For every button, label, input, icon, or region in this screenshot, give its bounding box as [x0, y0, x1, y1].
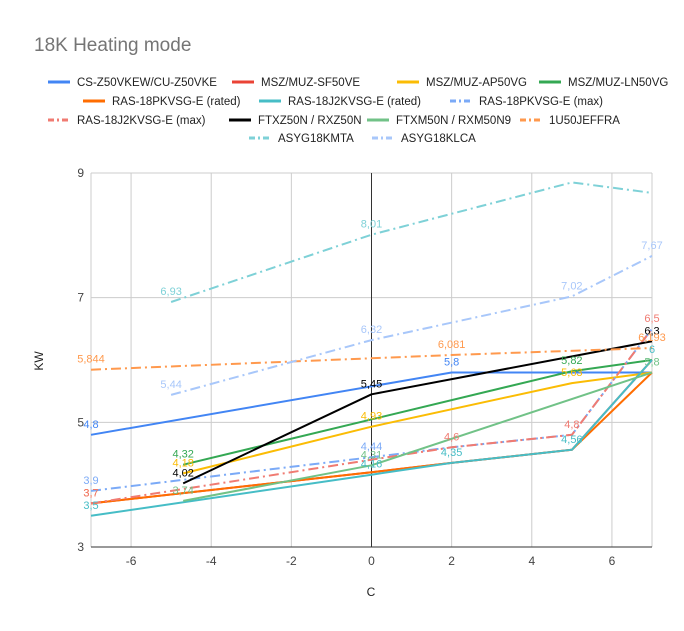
data-label: 5,8: [644, 356, 659, 368]
data-label: 8,01: [361, 219, 382, 231]
data-label: 5,63: [561, 367, 582, 379]
data-label: 4,02: [172, 467, 193, 479]
data-label: 5,844: [77, 354, 105, 366]
data-label: 3,5: [83, 500, 98, 512]
data-label: 4,31: [361, 449, 382, 461]
legend-label: ASYG18KMTA: [278, 133, 354, 145]
data-label: 6,93: [160, 286, 181, 298]
data-label: 6,5: [644, 313, 659, 325]
x-tick-label: 0: [368, 554, 375, 568]
data-label: 4,56: [561, 434, 582, 446]
series-group: [90, 181, 653, 517]
x-tick-label: -6: [126, 554, 137, 568]
data-labels: 4,8 5,8 4,18 4,93 5,63 4,32 5,82 3,73,5 4,16 4,35…: [77, 219, 666, 512]
y-axis-title: KW: [32, 351, 46, 371]
series-line-12: [170, 181, 653, 303]
legend-label: RAS-18PKVSG-E (max): [479, 96, 603, 108]
data-label: 4,6: [444, 431, 459, 443]
data-label: 7,02: [561, 280, 582, 292]
x-axis-title: C: [367, 585, 376, 599]
data-label: 3,74: [172, 485, 193, 497]
data-label: 4,32: [172, 449, 193, 461]
series-line-13: [170, 255, 653, 396]
legend-label: 1U50JEFFRA: [549, 115, 620, 127]
y-tick-label: 7: [77, 291, 84, 305]
data-label: 5,44: [160, 379, 181, 391]
series-line-9: [182, 340, 653, 485]
data-label: 4,8: [564, 419, 579, 431]
legend-label: CS-Z50VKEW/CU-Z50VKE: [77, 77, 217, 89]
data-label: 5,82: [561, 355, 582, 367]
y-tick-label: 5: [77, 415, 84, 429]
x-tick-label: 6: [609, 554, 616, 568]
data-label: 6,3: [644, 325, 659, 337]
data-label: 6,32: [361, 324, 382, 336]
data-label: 7,67: [641, 240, 662, 252]
data-label: 6,193: [638, 332, 666, 344]
data-label: 5,8: [444, 356, 459, 368]
series-line-10: [183, 371, 653, 502]
series-line-1: [90, 371, 652, 436]
series-line-8: [90, 328, 653, 505]
legend-label: ASYG18KLCA: [401, 133, 476, 145]
data-label: 5,45: [361, 378, 382, 390]
legend-label: MSZ/MUZ-LN50VG: [568, 77, 668, 89]
x-tick-label: -2: [286, 554, 297, 568]
legend: CS-Z50VKEW/CU-Z50VKE MSZ/MUZ-SF50VE MSZ/MU…: [48, 77, 668, 145]
y-tick-label: 9: [77, 166, 84, 180]
data-label: 4,93: [361, 411, 382, 423]
data-label: 3,7: [83, 487, 98, 499]
legend-label: MSZ/MUZ-SF50VE: [261, 77, 360, 89]
legend-label: MSZ/MUZ-AP50VG: [426, 77, 527, 89]
y-tick-label: 3: [77, 540, 84, 554]
data-label: 4,44: [361, 441, 382, 453]
data-label: 6: [649, 344, 655, 356]
x-tick-label: -4: [206, 554, 217, 568]
axes: -6 -4 -2 0 2 4 6 3 5 7 9: [77, 166, 652, 568]
chart-title: 18K Heating mode: [34, 35, 191, 56]
x-tick-label: 4: [528, 554, 535, 568]
data-label: 6,081: [438, 339, 466, 351]
legend-label: FTXZ50N / RXZ50N: [258, 115, 362, 127]
legend-label: RAS-18J2KVSG-E (rated): [288, 96, 421, 108]
series-line-6: [90, 359, 653, 517]
data-label: 4,35: [441, 447, 462, 459]
series-line-11: [90, 347, 653, 371]
data-label: 4,16: [361, 459, 382, 471]
data-label: 4,18: [172, 457, 193, 469]
x-tick-label: 2: [448, 554, 455, 568]
legend-label: RAS-18PKVSG-E (rated): [112, 96, 241, 108]
legend-label: FTXM50N / RXM50N9: [396, 115, 511, 127]
data-label: 4,8: [83, 419, 98, 431]
legend-label: RAS-18J2KVSG-E (max): [77, 115, 206, 127]
data-label: 3,7: [83, 487, 98, 499]
series-line-3: [182, 371, 653, 475]
data-label: 3,9: [83, 475, 98, 487]
